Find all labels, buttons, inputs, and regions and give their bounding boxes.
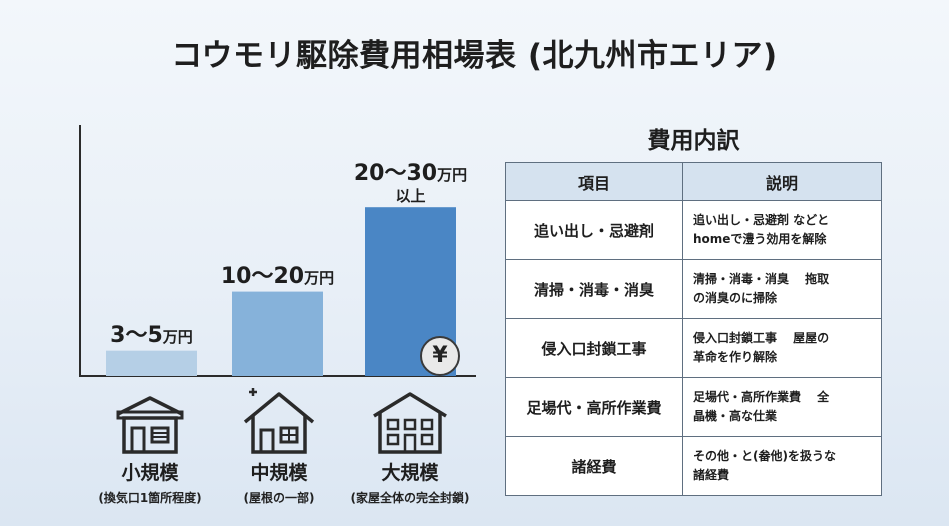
row-desc-line: 清掃・消毒・消臭 拖取 <box>693 272 830 286</box>
row-desc-line: 革命を作り解除 <box>693 350 778 364</box>
row-item: 侵入口封鎖工事 <box>505 318 683 378</box>
row-desc-line: 追い出し・忌避剤 などと <box>693 213 830 227</box>
row-item: 追い出し・忌避剤 <box>505 200 683 260</box>
scale-name-medium: 中規模 <box>250 462 308 484</box>
scale-large: 大規模 (家屋全体の完全封鎖) <box>330 388 490 506</box>
breakdown-body: 追い出し・忌避剤 追い出し・忌避剤 などと homeで澧う効用を解除 清掃・消毒・消臭… <box>505 200 882 496</box>
page-title: コウモリ駆除費用相場表 (北九州市エリア) <box>171 38 778 74</box>
bar-value-label: 3〜5万円 <box>76 317 227 349</box>
row-desc: 足場代・高所作業費 全晶機・高な仕業 <box>682 377 882 437</box>
scale-name-small: 小規模 <box>121 462 179 484</box>
row-desc: 侵入口封鎖工事 屋屋の 革命を作り解除 <box>682 318 882 378</box>
table-row: 侵入口封鎖工事 侵入口封鎖工事 屋屋の 革命を作り解除 <box>505 318 882 378</box>
row-item: 清掃・消毒・消臭 <box>505 259 683 319</box>
table-row: 追い出し・忌避剤 追い出し・忌避剤 などと homeで澧う効用を解除 <box>505 200 882 260</box>
bar-value-unit: 万円 <box>162 327 193 346</box>
row-desc-line: その他・と(畚他)を扱うな <box>693 449 836 463</box>
bar-value-label: 20〜30万円 以上 <box>335 155 486 205</box>
bar-value-range: 3〜5 <box>110 322 163 348</box>
bar-value-unit: 万円 <box>437 166 468 185</box>
row-item: 足場代・高所作業費 <box>505 377 683 437</box>
row-desc: 清掃・消毒・消臭 拖取 の消臭のに掃除 <box>682 259 882 319</box>
header-item: 項目 <box>505 162 683 201</box>
table-row: 清掃・消毒・消臭 清掃・消毒・消臭 拖取 の消臭のに掃除 <box>505 259 882 319</box>
table-header-row: 項目 説明 <box>505 162 882 201</box>
table-row: 足場代・高所作業費 足場代・高所作業費 全晶機・高な仕業 <box>505 377 882 437</box>
breakdown-table: 項目 説明 追い出し・忌避剤 追い出し・忌避剤 などと homeで澧う効用を解除 清掃… <box>505 162 882 496</box>
bar-value-range: 10〜20 <box>220 263 305 289</box>
scale-small: 小規模 (換気口1箇所程度) <box>70 392 230 506</box>
header-desc: 説明 <box>682 162 882 201</box>
breakdown-title: 費用内訳 <box>647 128 740 154</box>
bar <box>232 291 323 376</box>
bar-value-range: 20〜30 <box>353 161 438 187</box>
row-desc-line: 諸経費 <box>693 468 730 482</box>
scale-medium: 中規模 (屋根の一部) <box>199 386 359 506</box>
scale-note-small: (換気口1箇所程度) <box>98 491 202 505</box>
bar <box>106 350 197 376</box>
scale-name-large: 大規模 <box>381 462 439 484</box>
row-desc-line: 侵入口封鎖工事 屋屋の <box>693 331 830 345</box>
bar-value-label: 10〜20万円 <box>202 258 353 290</box>
house-small-icon <box>116 396 184 454</box>
row-desc-line: 足場代・高所作業費 全 <box>693 390 830 404</box>
bar-value-extra: 以上 <box>395 187 426 206</box>
bar-value-unit: 万円 <box>304 268 335 287</box>
row-desc-line: homeで澧う効用を解除 <box>693 232 827 246</box>
row-desc-line: 晶機・高な仕業 <box>693 409 778 423</box>
row-desc: 追い出し・忌避剤 などと homeで澧う効用を解除 <box>682 200 882 260</box>
house-large-icon <box>373 392 447 454</box>
house-medium-icon <box>243 388 315 454</box>
row-desc-line: の消臭のに掃除 <box>693 291 778 305</box>
scale-note-large: (家屋全体の完全封鎖) <box>350 491 470 505</box>
yen-badge-icon: ¥ <box>420 336 460 376</box>
table-row: 諸経費 その他・と(畚他)を扱うな 諸経費 <box>505 436 882 496</box>
scale-note-medium: (屋根の一部) <box>243 491 315 505</box>
row-desc: その他・と(畚他)を扱うな 諸経費 <box>682 436 882 496</box>
row-item: 諸経費 <box>505 436 683 496</box>
